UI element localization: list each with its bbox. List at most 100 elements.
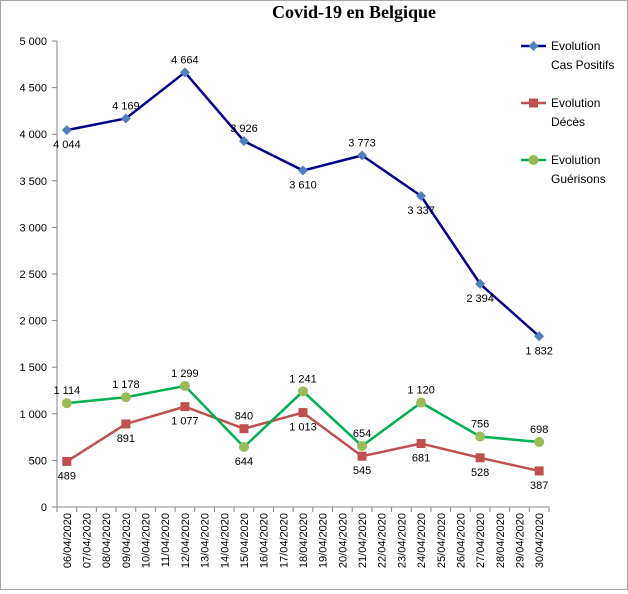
x-tick-label: 24/04/2020: [416, 513, 428, 568]
y-tick-label: 4 500: [19, 83, 47, 95]
x-tick-label: 06/04/2020: [62, 513, 74, 568]
data-label: 1 178: [112, 379, 140, 391]
series-layer: 4 044 4 169 4 664 3 926 3 610 3 773 3 337 2 394…: [53, 54, 553, 492]
legend-marker: [528, 41, 539, 51]
data-label: 4 044: [53, 139, 81, 151]
data-label: 1 077: [171, 416, 199, 428]
x-tick-label: 30/04/2020: [534, 513, 546, 568]
data-label: 1 114: [53, 385, 80, 397]
data-label: 1 299: [171, 368, 199, 380]
data-label: 681: [412, 453, 430, 465]
data-label: 489: [58, 470, 76, 482]
data-point: [239, 424, 249, 434]
y-tick-label: 3 000: [19, 222, 47, 234]
x-tick-label: 27/04/2020: [475, 513, 487, 568]
data-label: 1 241: [289, 373, 317, 385]
data-point: [416, 397, 427, 408]
data-point: [179, 380, 190, 391]
data-label: 3 926: [230, 123, 258, 135]
data-label: 1 120: [407, 385, 435, 397]
x-tick-label: 17/04/2020: [278, 513, 290, 568]
data-point: [475, 453, 485, 463]
data-label: 3 337: [407, 205, 435, 217]
legend-marker: [528, 155, 539, 165]
legend-label: Décès: [551, 115, 585, 129]
x-tick-label: 26/04/2020: [455, 513, 467, 568]
data-point: [534, 331, 545, 342]
legend-label: Evolution: [551, 39, 600, 53]
y-tick-label: 0: [41, 502, 47, 514]
data-point: [62, 456, 72, 466]
legend-item-1: Evolution Décès: [521, 96, 600, 129]
data-label: 1 832: [525, 345, 553, 357]
data-point: [179, 67, 190, 78]
x-tick-label: 19/04/2020: [318, 513, 330, 568]
x-tick-label: 14/04/2020: [219, 513, 231, 568]
series-2: 1 114 1 178 1 299 644 1 241 654 1 120 756 698: [53, 368, 548, 468]
legend-item-2: Evolution Guérisons: [521, 153, 606, 186]
data-point: [534, 436, 545, 447]
data-point: [121, 419, 131, 429]
data-point: [475, 431, 486, 442]
data-point: [357, 441, 368, 452]
data-label: 528: [471, 467, 489, 479]
x-tick-label: 12/04/2020: [180, 513, 192, 568]
x-tick-label: 09/04/2020: [121, 513, 133, 568]
x-tick-label: 28/04/2020: [495, 513, 507, 568]
y-tick-label: 2 500: [19, 269, 47, 281]
data-point: [475, 278, 486, 289]
axes: 0 500 1 000 1 500 2 000 2 500 3 000 3 500 4 000 4…: [19, 36, 550, 568]
data-label: 1 013: [289, 422, 317, 434]
data-point: [298, 165, 308, 176]
x-tick-label: 18/04/2020: [298, 513, 310, 568]
data-label: 3 773: [348, 137, 376, 149]
x-tick-label: 22/04/2020: [377, 513, 389, 568]
series-0: 4 044 4 169 4 664 3 926 3 610 3 773 3 337 2 394…: [53, 54, 553, 357]
x-tick-label: 16/04/2020: [259, 513, 271, 568]
legend-marker: [529, 98, 538, 108]
data-label: 387: [530, 480, 548, 492]
x-tick-label: 13/04/2020: [200, 513, 212, 568]
data-point: [238, 136, 249, 147]
chart-title: Covid-19 en Belgique: [272, 2, 436, 22]
data-point: [357, 451, 367, 461]
data-label: 756: [471, 419, 489, 431]
x-tick-label: 29/04/2020: [514, 513, 526, 568]
y-tick-label: 2 000: [19, 316, 47, 328]
series-1: 489 891 1 077 840 1 013 545 681 528 387: [58, 402, 548, 492]
data-label: 840: [235, 411, 253, 423]
x-tick-label: 25/04/2020: [436, 513, 448, 568]
y-tick-label: 3 500: [19, 176, 47, 188]
data-point: [238, 441, 249, 452]
y-tick-label: 1 000: [19, 409, 47, 421]
data-point: [61, 398, 72, 409]
legend-label: Evolution: [551, 153, 600, 167]
x-tick-label: 08/04/2020: [101, 513, 113, 568]
data-point: [357, 150, 368, 161]
data-point: [534, 466, 544, 476]
data-label: 891: [117, 433, 135, 445]
data-label: 3 610: [289, 180, 317, 192]
data-point: [416, 190, 427, 201]
data-point: [416, 439, 426, 449]
data-label: 4 664: [171, 54, 199, 66]
data-label: 644: [235, 456, 253, 468]
data-label: 4 169: [112, 100, 140, 112]
x-tick-label: 23/04/2020: [396, 513, 408, 568]
data-point: [180, 402, 190, 412]
legend-label: Guérisons: [551, 172, 606, 186]
y-tick-label: 500: [29, 455, 47, 467]
data-point: [120, 392, 131, 403]
data-label: 2 394: [466, 293, 494, 305]
legend-label: Cas Positifs: [551, 58, 614, 72]
x-tick-label: 11/04/2020: [160, 513, 172, 567]
y-tick-label: 5 000: [19, 36, 47, 48]
x-tick-label: 07/04/2020: [82, 513, 94, 568]
data-label: 654: [353, 428, 371, 440]
x-tick-label: 15/04/2020: [239, 513, 251, 568]
y-tick-label: 1 500: [19, 362, 47, 374]
x-tick-label: 10/04/2020: [141, 513, 153, 568]
x-tick-label: 20/04/2020: [337, 513, 349, 568]
